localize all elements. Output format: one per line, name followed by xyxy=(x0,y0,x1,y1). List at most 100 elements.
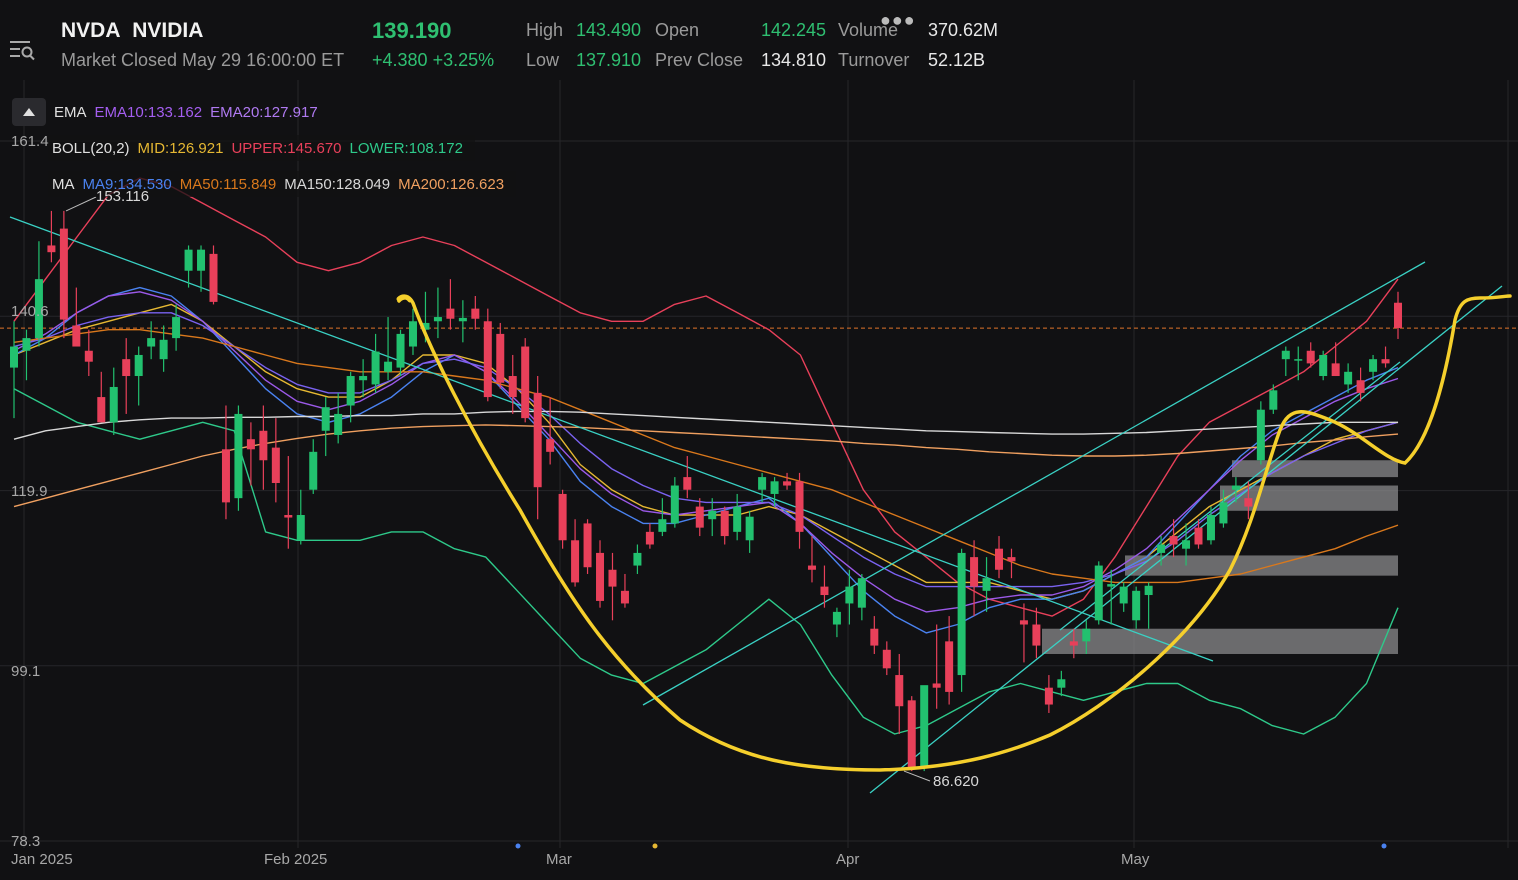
x-tick-label: Apr xyxy=(836,851,860,868)
candle-body xyxy=(870,628,879,646)
candle xyxy=(1157,536,1166,566)
candle xyxy=(1269,384,1278,414)
open-label: Open xyxy=(655,20,700,40)
candle-body xyxy=(1331,363,1340,377)
candle xyxy=(1007,548,1016,579)
candle xyxy=(920,685,929,772)
candle-body xyxy=(708,510,717,520)
x-tick-label: Feb 2025 xyxy=(264,851,328,868)
candle xyxy=(159,325,168,372)
candle xyxy=(321,397,330,457)
candle-body xyxy=(147,338,156,347)
indicator-lines xyxy=(13,177,1399,735)
candle-body xyxy=(271,447,280,483)
candle-body xyxy=(496,333,505,383)
candle xyxy=(284,456,293,549)
cup-and-handle-drawing xyxy=(397,294,1512,772)
candle-body xyxy=(1032,624,1041,646)
candle xyxy=(1144,582,1153,629)
candle xyxy=(446,279,455,330)
candlesticks xyxy=(10,210,1402,772)
candle-body xyxy=(458,317,467,322)
candle-body xyxy=(1169,536,1178,545)
turnover-value: 52.12B xyxy=(928,50,986,70)
menu-search-icon[interactable] xyxy=(8,38,36,62)
candle xyxy=(758,472,767,503)
low-marker-leader xyxy=(903,770,931,782)
candle-body xyxy=(596,552,605,601)
candle xyxy=(1182,523,1191,566)
candle xyxy=(197,245,206,292)
candle-body xyxy=(197,249,206,271)
candle-body xyxy=(758,477,767,490)
candle-body xyxy=(508,376,517,398)
candle-body xyxy=(309,451,318,490)
candle-body xyxy=(1119,586,1128,604)
candle xyxy=(1094,561,1103,625)
candle-body xyxy=(807,565,816,570)
series-line-ma50 xyxy=(13,329,1399,584)
change-percent: +3.25% xyxy=(432,50,495,70)
candle xyxy=(1306,342,1315,368)
candle-body xyxy=(72,325,81,347)
symbol-title: NVDA NVIDIA xyxy=(61,19,203,43)
candle xyxy=(558,489,567,549)
more-options-icon[interactable]: ●●● xyxy=(880,10,916,30)
candle xyxy=(122,338,131,414)
candle-body xyxy=(571,540,580,583)
volume-label: Volume xyxy=(838,20,899,40)
candle xyxy=(221,405,230,520)
ema-legend: EMA EMA10:133.162 EMA20:127.917 xyxy=(12,98,326,126)
collapse-indicators-button[interactable] xyxy=(12,98,46,126)
candle-body xyxy=(359,376,368,381)
candle xyxy=(982,557,991,612)
candle-body xyxy=(334,413,343,435)
candle xyxy=(720,506,729,545)
candle-body xyxy=(1194,527,1203,545)
candle-body xyxy=(1306,350,1315,364)
candle xyxy=(608,552,617,621)
candle-body xyxy=(633,552,642,566)
boll-label: BOLL(20,2) xyxy=(52,139,130,157)
candle xyxy=(1032,607,1041,659)
candle-body xyxy=(483,321,492,398)
candle xyxy=(1331,342,1340,377)
candle-body xyxy=(97,397,106,423)
candle-body xyxy=(745,516,754,541)
candle-body xyxy=(408,321,417,347)
candle-body xyxy=(1107,584,1116,587)
candle-body xyxy=(346,376,355,406)
candle xyxy=(1057,670,1066,697)
candle xyxy=(1194,519,1203,549)
candle xyxy=(571,519,580,587)
candle xyxy=(733,493,742,541)
candle xyxy=(945,616,954,705)
candle xyxy=(22,329,31,381)
candle-body xyxy=(521,346,530,419)
candle-body xyxy=(658,519,667,532)
ma-label: MA xyxy=(52,175,75,193)
support-zone-band xyxy=(1042,628,1398,654)
candle xyxy=(47,210,56,263)
support-zone-band xyxy=(1125,555,1398,576)
candle xyxy=(59,210,68,339)
ma150-value: MA150:128.049 xyxy=(284,175,391,193)
price-change: +4.380 +3.25% xyxy=(372,50,494,71)
candle xyxy=(870,616,879,654)
candle xyxy=(1169,519,1178,558)
candle-body xyxy=(1182,540,1191,549)
x-tick-label: Mar xyxy=(546,851,572,868)
candle xyxy=(683,456,692,499)
candle xyxy=(533,376,542,520)
change-value: +4.380 xyxy=(372,50,428,70)
candle xyxy=(259,405,268,490)
candle xyxy=(84,329,93,377)
candle-body xyxy=(22,338,31,351)
candle xyxy=(1206,506,1215,545)
candle-body xyxy=(47,245,56,253)
candle-body xyxy=(84,350,93,362)
candle xyxy=(521,338,530,423)
candle-body xyxy=(134,354,143,377)
boll-upper-value: UPPER:145.670 xyxy=(231,139,342,157)
